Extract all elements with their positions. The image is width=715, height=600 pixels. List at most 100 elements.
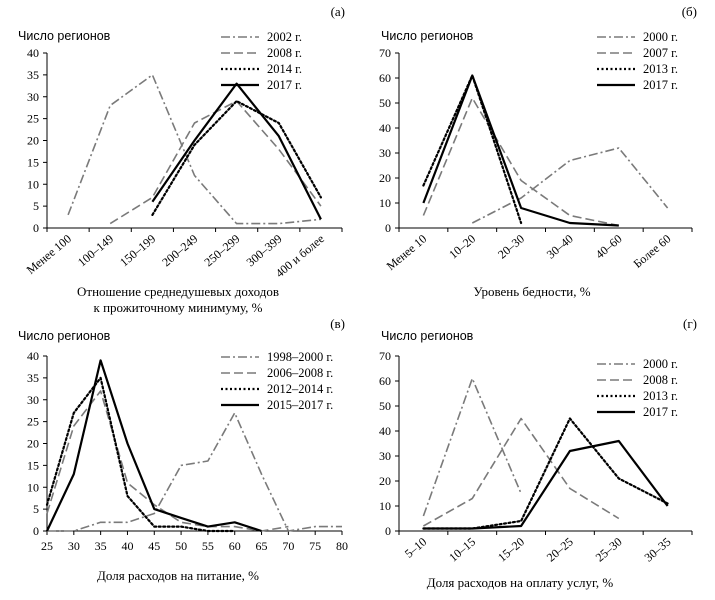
x-axis-label: Уровень бедности, % [473,284,590,299]
legend-entry: 2013 г. [643,62,678,76]
panel-letter: (в) [330,316,345,331]
series-line-4 [151,82,322,220]
y-tick-label: 10 [379,196,391,210]
y-tick-label: 30 [27,90,39,104]
legend-entry: 2007 г. [643,46,678,60]
legend-entry: 2017 г. [643,405,678,419]
x-tick-label: 65 [256,539,268,553]
series-line-1 [67,74,321,225]
x-axis-label: Доля расходов на оплату услуг, % [427,575,614,590]
legend-entry: 2000 г. [643,30,678,44]
series-line-2 [423,417,620,527]
x-tick-label: 55 [202,539,214,553]
series-line-4 [46,359,262,533]
y-tick-label: 0 [385,221,391,235]
x-tick-label: 25 [41,539,53,553]
x-tick-label: 30–35 [642,535,674,565]
x-tick-label: 35 [95,539,107,553]
x-tick-label: 5–10 [402,535,429,561]
legend-entry: 2014 г. [267,62,302,76]
y-tick-label: 10 [27,480,39,494]
legend-entry: 2008 г. [643,373,678,387]
y-tick-label: 30 [27,393,39,407]
series-line-4 [422,74,619,227]
y-tick-label: 35 [27,371,39,385]
x-tick-label: 10–20 [446,232,478,262]
legend: 2000 г. 2007 г. 2013 г. 2017 г. [597,30,678,92]
y-tick-label: 70 [379,46,391,60]
y-tick-label: 50 [379,96,391,110]
y-tick-label: 40 [27,349,39,363]
series-line-2 [422,97,619,227]
y-tick-label: 40 [379,121,391,135]
x-axis-label: Доля расходов на питание, % [97,568,259,583]
y-tick-label: 70 [379,349,391,363]
legend-entry: 2006–2008 г. [267,366,333,380]
y-tick-label: 5 [33,199,39,213]
series-line-3 [45,376,236,533]
y-tick-label: 60 [379,374,391,388]
legend: 2000 г. 2008 г. 2013 г. 2017 г. [597,357,678,419]
x-tick-label: 40–60 [593,232,625,262]
x-tick-label: 20–30 [495,232,527,262]
x-axis-label: Отношение среднедушевых доходов [77,284,279,299]
y-axis-label: Число регионов [381,29,474,43]
legend: 1998–2000 г. 2006–2008 г. 2012–2014 г. 2015… [221,350,333,412]
x-tick-label: 200–249 [159,232,200,270]
panel-letter: (г) [683,316,697,331]
series-line-3 [151,99,322,216]
y-tick-label: 0 [385,524,391,538]
legend-entry: 1998–2000 г. [267,350,333,364]
x-tick-label: 40 [121,539,133,553]
y-tick-label: 20 [379,171,391,185]
y-tick-label: 20 [27,134,39,148]
series-line-3 [422,417,669,530]
legend: 2002 г. 2008 г. 2014 г. 2017 г. [221,30,302,92]
x-tick-label: 70 [282,539,294,553]
x-tick-label: 15–20 [495,535,527,565]
y-tick-label: 20 [379,474,391,488]
x-tick-label: 80 [336,539,348,553]
x-tick-label: 30–40 [544,232,576,262]
chart-panel-3: 0 5 10 15 20 25 30 35 40 25 30 35 40 45 50 55 60 65 70 75 80… [18,316,348,583]
y-tick-label: 40 [379,424,391,438]
x-tick-label: 30 [68,539,80,553]
x-tick-label: Менее 10 [384,232,430,274]
y-tick-label: 50 [379,399,391,413]
x-tick-label: 50 [175,539,187,553]
x-tick-label: 100–149 [75,232,116,270]
x-tick-label: Менее 100 [24,232,74,277]
y-tick-label: 30 [379,146,391,160]
y-tick-label: 35 [27,68,39,82]
legend-entry: 2000 г. [643,357,678,371]
series-line-2 [46,390,289,532]
series-line-3 [422,74,523,225]
legend-entry: 2012–2014 г. [267,382,333,396]
y-tick-label: 10 [379,499,391,513]
y-tick-label: 10 [27,177,39,191]
y-tick-label: 30 [379,449,391,463]
legend-entry: 2015–2017 г. [267,398,333,412]
series-line-2 [109,100,322,225]
panel-letter: (а) [331,4,345,19]
x-tick-label: 20–25 [544,535,576,565]
y-tick-label: 15 [27,155,39,169]
legend-entry: 2013 г. [643,389,678,403]
panel-letter: (б) [682,4,697,19]
series-line-1 [422,377,522,517]
x-axis-label: к прожиточному минимуму, % [94,300,263,315]
chart-panel-2: 0 10 20 30 40 50 60 70 Менее 10 10–20 20–30 30–40 40… [379,4,697,299]
y-axis-label: Число регионов [18,29,111,43]
y-tick-label: 20 [27,437,39,451]
y-axis-label: Число регионов [381,329,474,343]
y-tick-label: 0 [33,221,39,235]
legend-entry: 2017 г. [267,78,302,92]
series-line-1 [471,147,669,224]
x-tick-label: Более 60 [631,232,674,271]
x-tick-label: 75 [309,539,321,553]
chart-panel-4: 0 10 20 30 40 50 60 70 5–10 10–15 15–20 20–25 25–30 3… [379,316,697,590]
y-tick-label: 40 [27,46,39,60]
y-tick-label: 15 [27,458,39,472]
